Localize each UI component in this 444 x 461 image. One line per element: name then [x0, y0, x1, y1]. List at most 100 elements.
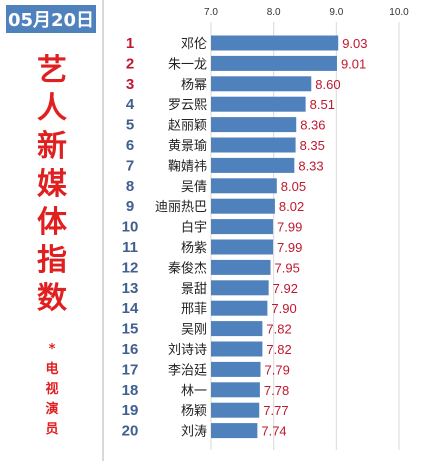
data-label: 7.74 [261, 424, 286, 439]
chart-subtitle: * 电视演员 [40, 340, 64, 440]
data-label: 7.95 [275, 260, 300, 275]
rank-number: 2 [126, 55, 134, 72]
bar [211, 117, 297, 133]
bar [211, 300, 268, 316]
rank-number: 15 [122, 321, 139, 338]
bar [211, 321, 263, 337]
x-tick-label: 9.0 [329, 7, 343, 18]
bar [211, 55, 337, 71]
title-char: 人 [37, 91, 67, 126]
rank-number: 12 [122, 259, 139, 276]
artist-name: 邢菲 [181, 302, 207, 317]
bar [211, 280, 269, 296]
title-char: 体 [37, 205, 67, 240]
artist-name: 罗云熙 [168, 98, 207, 113]
bar [211, 178, 277, 194]
rank-number: 3 [126, 76, 134, 93]
bar [211, 35, 339, 51]
rank-number: 16 [122, 341, 139, 358]
title-char: 指 [37, 243, 67, 278]
left-panel: 05月20日 艺人新媒体指数 * 电视演员 [0, 0, 104, 461]
bar [211, 76, 312, 92]
data-label: 8.51 [310, 97, 335, 112]
rank-number: 9 [126, 198, 134, 215]
artist-name: 白宇 [181, 220, 207, 236]
artist-name: 吴倩 [181, 180, 207, 195]
rank-number: 17 [122, 361, 139, 378]
artist-name: 赵丽颖 [168, 119, 207, 134]
data-label: 9.03 [342, 36, 367, 51]
artist-name: 邓伦 [181, 37, 207, 52]
subtitle-char: 视 [45, 382, 59, 397]
rank-number: 5 [126, 117, 134, 134]
rank-number: 18 [122, 382, 139, 399]
data-label: 7.79 [265, 362, 290, 377]
artist-name: 景甜 [181, 281, 207, 297]
rank-number: 1 [126, 35, 134, 52]
x-tick-label: 8.0 [267, 7, 281, 18]
artist-name: 吴刚 [181, 323, 207, 338]
artist-name: 朱一龙 [168, 57, 207, 72]
data-label: 7.78 [264, 383, 289, 398]
title-char: 媒 [37, 167, 67, 202]
bar [211, 96, 306, 112]
chart-title: 艺人新媒体指数 [30, 52, 74, 318]
bar [211, 402, 260, 418]
artist-name: 刘涛 [181, 424, 207, 440]
title-char: 新 [37, 129, 67, 164]
subtitle-char: 演 [45, 402, 59, 417]
data-label: 7.99 [277, 240, 302, 255]
bar [211, 157, 295, 173]
rank-number: 4 [126, 96, 135, 113]
artist-name: 李治廷 [168, 363, 207, 378]
bar [211, 259, 271, 275]
data-label: 8.36 [300, 118, 325, 133]
artist-name: 杨幂 [181, 78, 207, 93]
bar [211, 198, 275, 214]
bar [211, 361, 261, 377]
subtitle-char: 电 [45, 362, 59, 377]
subtitle-char: * [48, 342, 56, 357]
rank-number: 13 [122, 280, 139, 297]
artist-name: 杨紫 [181, 241, 207, 256]
rank-number: 11 [122, 239, 138, 256]
artist-name: 鞠婧祎 [168, 159, 207, 174]
data-label: 7.99 [277, 220, 302, 235]
data-label: 9.01 [341, 56, 366, 71]
bar [211, 423, 258, 439]
title-char: 数 [37, 281, 67, 316]
rank-number: 14 [122, 300, 139, 317]
bar [211, 382, 260, 398]
artist-name: 林一 [181, 384, 207, 399]
rank-number: 20 [122, 423, 139, 440]
artist-name: 杨颖 [181, 404, 207, 419]
rank-number: 8 [126, 178, 134, 195]
data-label: 7.90 [271, 301, 296, 316]
x-tick-label: 10.0 [389, 7, 409, 18]
data-label: 8.33 [298, 158, 323, 173]
rank-number: 6 [126, 137, 134, 154]
bar [211, 341, 263, 357]
ranking-bar-chart: 7.0 8.0 9.0 10.0 1 邓伦 9.03 2 朱一龙 9.01 3 杨幂 8.60 4 罗云熙 8… [122, 7, 409, 450]
artist-name: 黄景瑜 [168, 139, 207, 154]
rank-number: 19 [122, 402, 139, 419]
data-label: 7.77 [263, 403, 288, 418]
rank-number: 7 [126, 157, 134, 174]
artist-name: 迪丽热巴 [155, 200, 207, 215]
bar [211, 137, 296, 153]
data-label: 7.92 [273, 281, 298, 296]
data-label: 8.02 [279, 199, 304, 214]
data-label: 7.82 [266, 322, 291, 337]
rank-number: 10 [122, 219, 139, 236]
data-label: 7.82 [266, 342, 291, 357]
date-badge: 05月20日 [6, 5, 96, 33]
x-tick-label: 7.0 [204, 7, 218, 18]
title-char: 艺 [37, 53, 67, 88]
data-label: 8.60 [315, 77, 340, 92]
data-label: 8.05 [281, 179, 306, 194]
subtitle-char: 员 [45, 422, 59, 437]
artist-name: 秦俊杰 [168, 261, 207, 276]
bar [211, 219, 274, 235]
artist-name: 刘诗诗 [168, 343, 207, 358]
data-label: 8.35 [300, 138, 325, 153]
